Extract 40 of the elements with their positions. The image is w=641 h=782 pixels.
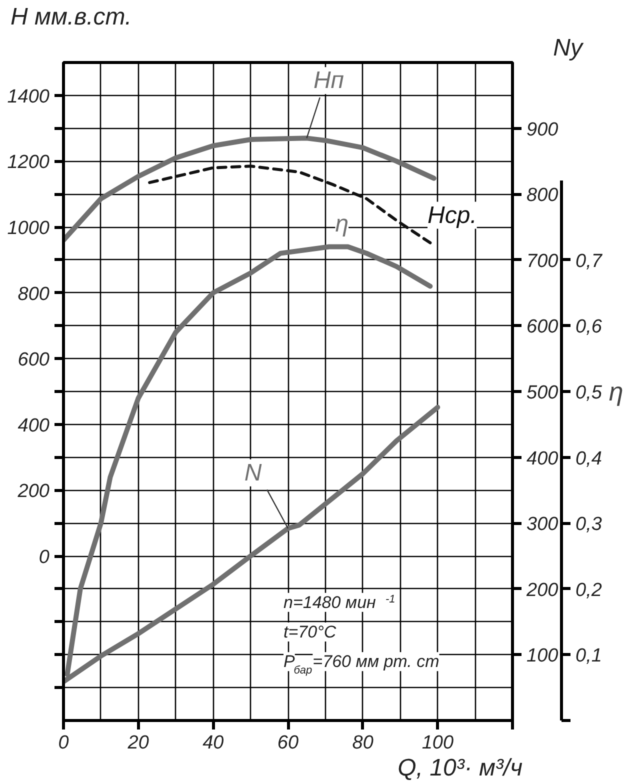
y-tick-label: 200 [16,481,50,502]
series-label: Hср. [428,202,477,229]
x-tick-label: 0 [58,732,70,754]
y2-tick-label: 100 [526,646,559,667]
y3-tick-label: 0,3 [576,514,602,536]
y3-tick-label: 0,7 [576,250,604,272]
y2-tick-label: 200 [526,580,559,601]
y3-tick-label: 0,5 [576,382,602,404]
text: N [244,459,262,486]
annotation: n=1480 мин-1 [284,592,396,612]
y2-tick-label: 400 [526,448,559,470]
x-tick-label: 80 [352,732,374,754]
y2-tick-label: 300 [526,514,559,536]
y-tick-label: 0 [38,547,50,568]
x-axis-title: Q, 10³· м³/ч [398,754,523,782]
y2-tick-label: 500 [526,382,559,404]
y-axis-title: H мм.в.ст. [10,4,132,30]
y-tick-label: 600 [18,350,50,371]
y3-tick-label: 0,6 [576,316,602,338]
y-tick-label: 1000 [7,218,50,239]
y2-tick-label: 700 [526,250,559,272]
y2-tick-label: 800 [526,185,559,206]
y2-tick-label: 600 [526,316,559,338]
x-tick-label: 100 [422,732,454,754]
x-tick-label: 20 [126,732,150,754]
y-tick-label: 1400 [7,86,50,108]
y2-axis-title: Ny [553,34,584,62]
y-tick-label: 400 [18,415,50,436]
y3-axis-title: η [608,376,624,406]
y-tick-label: 1200 [7,152,50,174]
y3-tick-label: 0,1 [576,646,602,667]
y3-tick-label: 0,4 [576,448,602,470]
series-label: Hп [313,67,344,94]
y-tick-label: 800 [18,284,50,305]
y3-tick-label: 0,2 [576,580,602,601]
series-label: η [335,210,349,238]
x-tick-label: 60 [277,732,299,754]
annotation: t=70°C [284,622,337,642]
x-tick-label: 40 [202,732,224,754]
y2-tick-label: 900 [526,119,559,140]
